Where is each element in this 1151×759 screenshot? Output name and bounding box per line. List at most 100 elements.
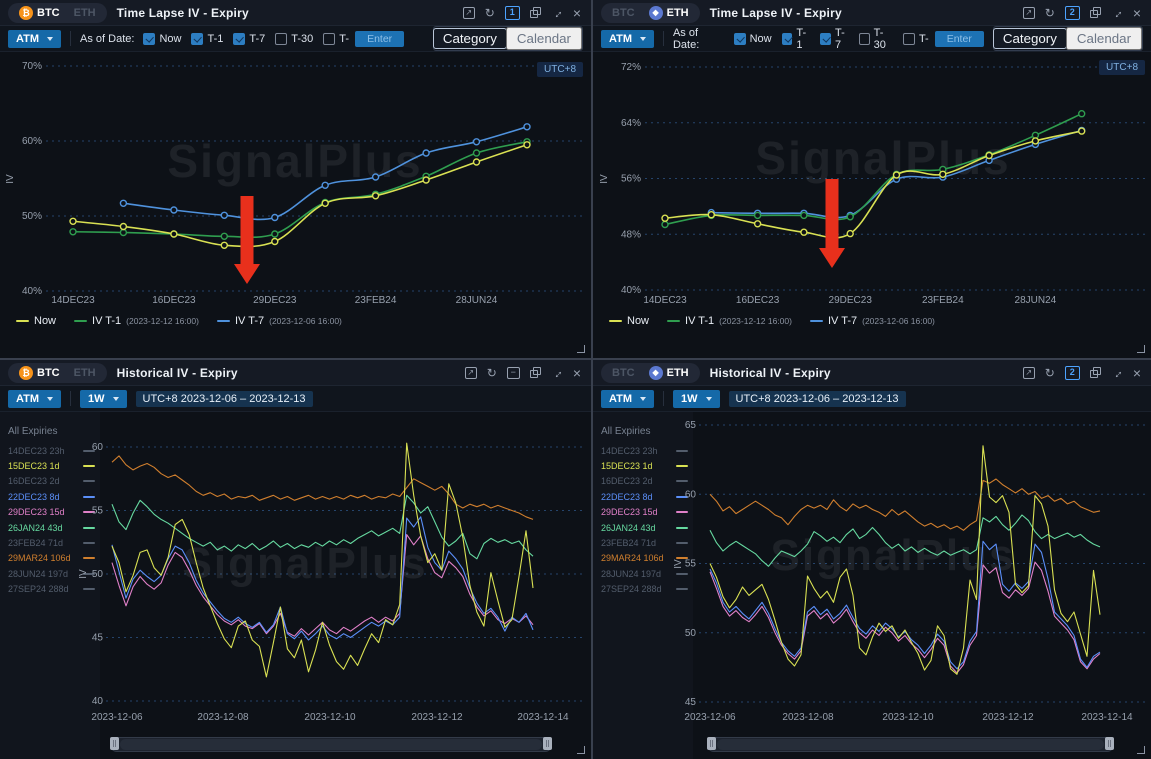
fullscreen-icon[interactable]: ↔ <box>1107 3 1127 22</box>
expiry-item-15dec23-1d[interactable]: 15DEC23 1d <box>8 458 95 473</box>
coin-toggle[interactable]: BTC ◆ ETH <box>601 2 700 23</box>
expiry-item-29mar24-106d[interactable]: 29MAR24 106d <box>601 551 688 566</box>
refresh-icon[interactable]: ↻ <box>1044 365 1055 380</box>
calendar-button[interactable]: Calendar <box>1065 27 1143 50</box>
calendar-button[interactable]: Calendar <box>505 27 582 50</box>
expiry-item-22dec23-8d[interactable]: 22DEC23 8d <box>8 489 95 504</box>
checkbox-t-1[interactable]: T-1 <box>781 27 811 51</box>
category-button[interactable]: Category <box>432 28 507 49</box>
checkbox-t-1[interactable]: T-1 <box>191 32 223 45</box>
expiry-item-16dec23-2d[interactable]: 16DEC23 2d <box>8 474 95 489</box>
custom-date-input[interactable]: Enter <box>934 30 984 47</box>
expiry-item-26jan24-43d[interactable]: 26JAN24 43d <box>601 520 688 535</box>
open-in-new-icon[interactable]: ↗ <box>464 366 477 379</box>
checkbox-t-[interactable]: T- <box>323 32 349 45</box>
panel-number-badge[interactable]: 1 <box>504 5 520 20</box>
slider-right-handle[interactable] <box>1105 737 1114 750</box>
fullscreen-icon[interactable]: ↔ <box>547 363 567 382</box>
legend-item-iv-t-7[interactable]: IV T-7 (2023-12-06 16:00) <box>809 315 935 327</box>
open-in-new-icon[interactable]: ↗ <box>1022 6 1035 19</box>
strike-select[interactable]: ATM <box>601 29 655 48</box>
time-range-slider[interactable] <box>707 737 1114 752</box>
coin-toggle[interactable]: ₿ BTC ETH <box>8 362 107 383</box>
open-in-new-icon[interactable]: ↗ <box>1022 366 1035 379</box>
legend-item-iv-t-7[interactable]: IV T-7 (2023-12-06 16:00) <box>216 315 342 327</box>
checkbox-box[interactable] <box>902 32 915 45</box>
fullscreen-icon[interactable]: ↔ <box>1107 363 1127 382</box>
legend-item-iv-t-1[interactable]: IV T-1 (2023-12-12 16:00) <box>74 315 199 327</box>
checkbox-t-30[interactable]: T-30 <box>858 27 893 51</box>
custom-date-input[interactable]: Enter <box>355 30 405 47</box>
coin-btc[interactable]: BTC <box>612 6 635 19</box>
legend-item-now[interactable]: Now <box>609 315 649 327</box>
expiry-item-15dec23-1d[interactable]: 15DEC23 1d <box>601 458 688 473</box>
expiry-item-16dec23-2d[interactable]: 16DEC23 2d <box>601 474 688 489</box>
checkbox-t-7[interactable]: T-7 <box>820 27 849 51</box>
checkbox-box[interactable] <box>820 32 831 45</box>
checkbox-t-7[interactable]: T-7 <box>233 32 265 45</box>
panel-number-badge[interactable]: 2 <box>1064 365 1080 380</box>
checkbox-box[interactable] <box>733 32 746 45</box>
slider-left-handle[interactable] <box>707 737 716 750</box>
coin-eth[interactable]: ◆ ETH <box>643 5 695 21</box>
time-range-slider[interactable] <box>110 737 552 752</box>
category-button[interactable]: Category <box>992 28 1067 49</box>
panel-number-badge[interactable]: 2 <box>1064 5 1080 20</box>
close-icon[interactable]: × <box>1132 4 1141 21</box>
period-select[interactable]: 1W <box>673 389 720 408</box>
strike-select[interactable]: ATM <box>601 389 655 408</box>
expiry-item-29dec23-15d[interactable]: 29DEC23 15d <box>601 505 688 520</box>
collapse-panel-icon[interactable]: − <box>506 366 520 379</box>
coin-toggle[interactable]: ₿ BTC ETH <box>8 2 107 23</box>
checkbox-now[interactable]: Now <box>143 32 181 45</box>
resize-handle[interactable] <box>577 746 585 754</box>
coin-toggle[interactable]: BTC ◆ ETH <box>601 362 700 383</box>
strike-select[interactable]: ATM <box>8 29 62 48</box>
expiry-item-28jun24-197d[interactable]: 28JUN24 197d <box>601 566 688 581</box>
expiry-item-27sep24-288d[interactable]: 27SEP24 288d <box>8 582 95 597</box>
checkbox-t-30[interactable]: T-30 <box>275 32 313 45</box>
close-icon[interactable]: × <box>1132 364 1141 381</box>
coin-eth[interactable]: ETH <box>73 366 96 379</box>
slider-left-handle[interactable] <box>110 737 119 750</box>
duplicate-icon[interactable] <box>1089 367 1101 378</box>
refresh-icon[interactable]: ↻ <box>484 5 495 20</box>
expiry-item-26jan24-43d[interactable]: 26JAN24 43d <box>8 520 95 535</box>
expiry-item-14dec23-23h[interactable]: 14DEC23 23h <box>8 443 95 458</box>
legend-item-iv-t-1[interactable]: IV T-1 (2023-12-12 16:00) <box>667 315 792 327</box>
duplicate-icon[interactable] <box>529 367 541 378</box>
checkbox-now[interactable]: Now <box>733 32 772 45</box>
duplicate-icon[interactable] <box>1089 7 1101 18</box>
close-icon[interactable]: × <box>572 4 581 21</box>
duplicate-icon[interactable] <box>529 7 541 18</box>
checkbox-box[interactable] <box>323 32 336 45</box>
checkbox-box[interactable] <box>191 32 204 45</box>
coin-eth[interactable]: ETH <box>73 6 96 19</box>
expiry-item-22dec23-8d[interactable]: 22DEC23 8d <box>601 489 688 504</box>
strike-select[interactable]: ATM <box>8 389 62 408</box>
period-select[interactable]: 1W <box>80 389 127 408</box>
checkbox-t-[interactable]: T- <box>902 32 929 45</box>
checkbox-box[interactable] <box>275 32 288 45</box>
checkbox-box[interactable] <box>143 32 156 45</box>
expiry-item-29dec23-15d[interactable]: 29DEC23 15d <box>8 505 95 520</box>
fullscreen-icon[interactable]: ↔ <box>547 3 567 22</box>
resize-handle[interactable] <box>1137 345 1145 353</box>
coin-btc[interactable]: BTC <box>612 366 635 379</box>
close-icon[interactable]: × <box>572 364 581 381</box>
coin-eth[interactable]: ◆ ETH <box>643 365 695 381</box>
resize-handle[interactable] <box>577 345 585 353</box>
expiry-item-23feb24-71d[interactable]: 23FEB24 71d <box>8 535 95 550</box>
slider-right-handle[interactable] <box>543 737 552 750</box>
expiry-item-29mar24-106d[interactable]: 29MAR24 106d <box>8 551 95 566</box>
expiry-item-14dec23-23h[interactable]: 14DEC23 23h <box>601 443 688 458</box>
checkbox-box[interactable] <box>858 32 870 45</box>
coin-btc[interactable]: ₿ BTC <box>13 365 66 381</box>
legend-item-now[interactable]: Now <box>16 315 56 327</box>
expiry-item-23feb24-71d[interactable]: 23FEB24 71d <box>601 535 688 550</box>
resize-handle[interactable] <box>1137 746 1145 754</box>
expiry-item-28jun24-197d[interactable]: 28JUN24 197d <box>8 566 95 581</box>
refresh-icon[interactable]: ↻ <box>486 365 497 380</box>
checkbox-box[interactable] <box>781 32 793 45</box>
expiry-item-27sep24-288d[interactable]: 27SEP24 288d <box>601 582 688 597</box>
